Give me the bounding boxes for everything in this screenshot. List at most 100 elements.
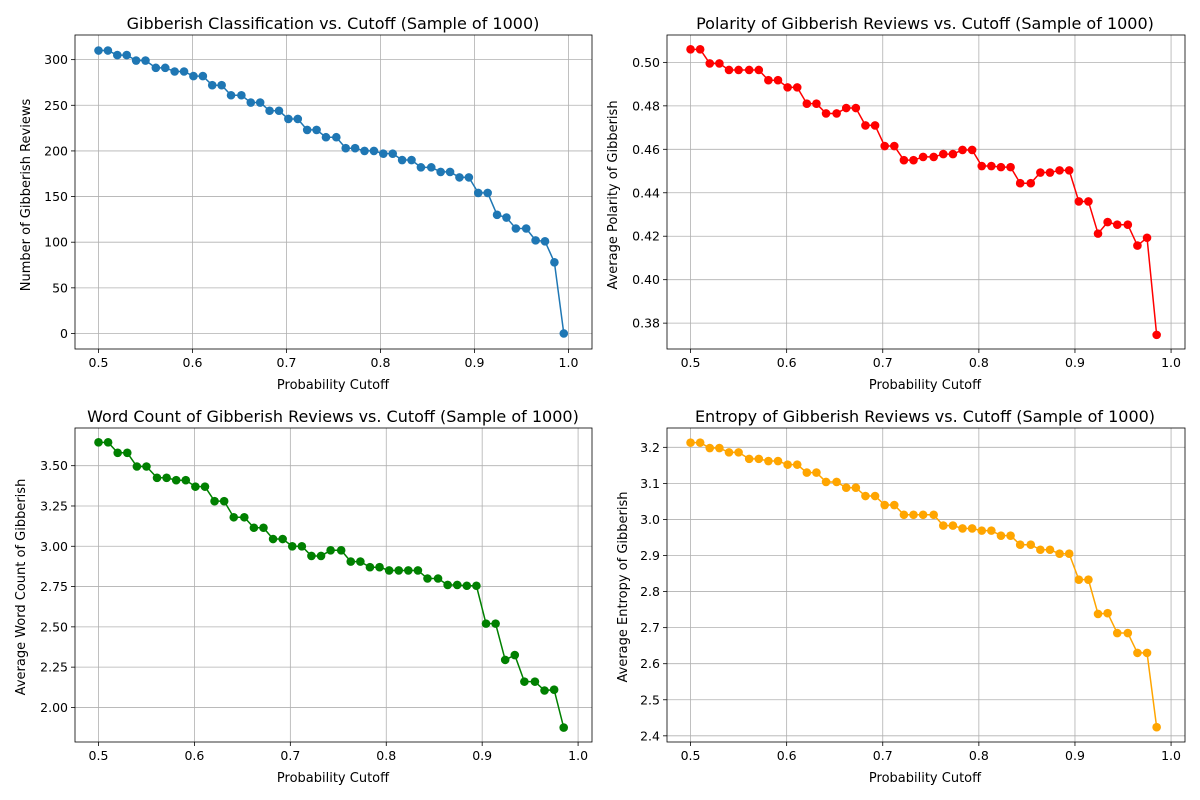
- data-point: [122, 50, 131, 60]
- data-point: [540, 236, 550, 246]
- data-point: [812, 99, 821, 108]
- data-point: [297, 541, 307, 551]
- data-point: [909, 510, 918, 520]
- data-point: [189, 71, 198, 81]
- data-point: [792, 83, 802, 92]
- y-tick-label: 2.7: [640, 620, 660, 635]
- subplot-gibberish-count: 0.5 0.6 0.7 0.8 0.9 1.0 0 50 100 150 200 250 300 Gib…: [19, 14, 593, 393]
- data-point: [259, 523, 268, 533]
- y-tick-label: 0: [60, 326, 68, 341]
- data-point: [1142, 233, 1152, 243]
- data-point: [549, 685, 559, 695]
- data-point: [530, 677, 540, 686]
- data-point: [695, 438, 705, 447]
- data-point: [1064, 166, 1074, 175]
- x-tick-label: 0.6: [777, 748, 797, 763]
- data-point: [821, 109, 831, 118]
- data-point: [958, 524, 967, 533]
- data-point: [715, 443, 724, 453]
- x-tick-label: 1.0: [568, 748, 588, 763]
- data-point: [356, 557, 365, 566]
- subplot-gibberish-polarity: 0.5 0.6 0.7 0.8 0.9 1.0 0.38 0.40 0.42 0.44 0.46 0.…: [606, 14, 1186, 393]
- axes-frame: [666, 427, 1186, 743]
- x-tick-label: 0.6: [777, 355, 797, 370]
- x-tick-label: 1.0: [1161, 355, 1181, 370]
- data-point: [397, 155, 407, 165]
- data-point: [162, 473, 171, 483]
- y-tick-label: 0.50: [632, 55, 660, 70]
- data-point: [851, 483, 861, 493]
- data-point: [724, 65, 734, 75]
- data-point: [502, 213, 511, 222]
- data-point: [734, 448, 743, 457]
- data-point: [695, 45, 705, 54]
- data-point: [326, 546, 335, 555]
- data-point: [841, 103, 851, 113]
- data-point: [207, 80, 217, 90]
- data-point: [1045, 545, 1055, 555]
- data-point: [321, 132, 331, 142]
- data-point: [1103, 217, 1112, 227]
- data-point: [416, 163, 426, 172]
- data-point: [483, 188, 492, 198]
- data-point: [783, 460, 792, 469]
- chart-title: Entropy of Gibberish Reviews vs. Cutoff …: [695, 407, 1155, 426]
- data-point: [938, 149, 948, 159]
- x-tick-label: 0.7: [873, 355, 893, 370]
- data-point: [122, 448, 132, 458]
- data-point: [880, 500, 889, 510]
- data-point: [511, 224, 521, 233]
- data-point: [113, 448, 122, 458]
- data-point: [832, 477, 841, 487]
- data-point: [812, 468, 821, 477]
- data-point: [1112, 628, 1122, 638]
- data-point: [268, 534, 278, 544]
- data-point: [773, 75, 783, 85]
- data-point: [909, 155, 918, 165]
- x-tick-label: 0.7: [280, 748, 300, 763]
- plot-area-3: 0.5 0.6 0.7 0.8 0.9 1.0 2.4 2.5 2.6 2.7 2.8 2.9 3.0 3…: [640, 427, 1186, 763]
- data-point: [142, 462, 151, 471]
- data-point: [160, 63, 170, 73]
- data-point: [899, 155, 909, 165]
- data-point: [996, 531, 1006, 540]
- data-point: [987, 526, 996, 535]
- y-tick-label: 100: [44, 235, 68, 250]
- x-axis-label: Probability Cutoff: [869, 771, 982, 786]
- data-point: [918, 510, 928, 520]
- data-point: [316, 551, 326, 561]
- data-point: [404, 566, 413, 575]
- data-point: [1152, 722, 1161, 732]
- y-tick-label: 50: [52, 280, 68, 295]
- data-point: [948, 149, 958, 159]
- x-tick-label: 1.0: [559, 355, 579, 370]
- data-point: [265, 106, 274, 116]
- data-point: [237, 90, 246, 100]
- data-point: [1123, 628, 1133, 638]
- y-tick-label: 0.46: [632, 142, 660, 157]
- data-point: [94, 438, 103, 447]
- data-point: [455, 173, 464, 182]
- data-point: [278, 534, 287, 544]
- data-point: [764, 75, 773, 85]
- data-point: [1015, 540, 1025, 549]
- subplot-gibberish-word-count: 0.5 0.6 0.7 0.8 0.9 1.0 2.00 2.25 2.50 2.75 3.00 3.…: [14, 407, 593, 786]
- y-tick-label: 3.0: [640, 512, 660, 527]
- data-point: [559, 723, 569, 732]
- data-point: [293, 114, 303, 124]
- data-point: [152, 473, 162, 483]
- data-point: [1036, 545, 1045, 555]
- data-point: [407, 155, 416, 165]
- data-point: [1133, 648, 1142, 658]
- data-point: [379, 149, 388, 158]
- data-point: [443, 580, 452, 590]
- data-point: [1036, 168, 1045, 177]
- data-point: [433, 574, 443, 583]
- data-point: [724, 448, 734, 457]
- data-point: [521, 224, 531, 233]
- data-point: [1142, 648, 1152, 658]
- data-point: [715, 59, 724, 68]
- data-point: [996, 162, 1006, 172]
- x-tick-label: 0.8: [371, 355, 391, 370]
